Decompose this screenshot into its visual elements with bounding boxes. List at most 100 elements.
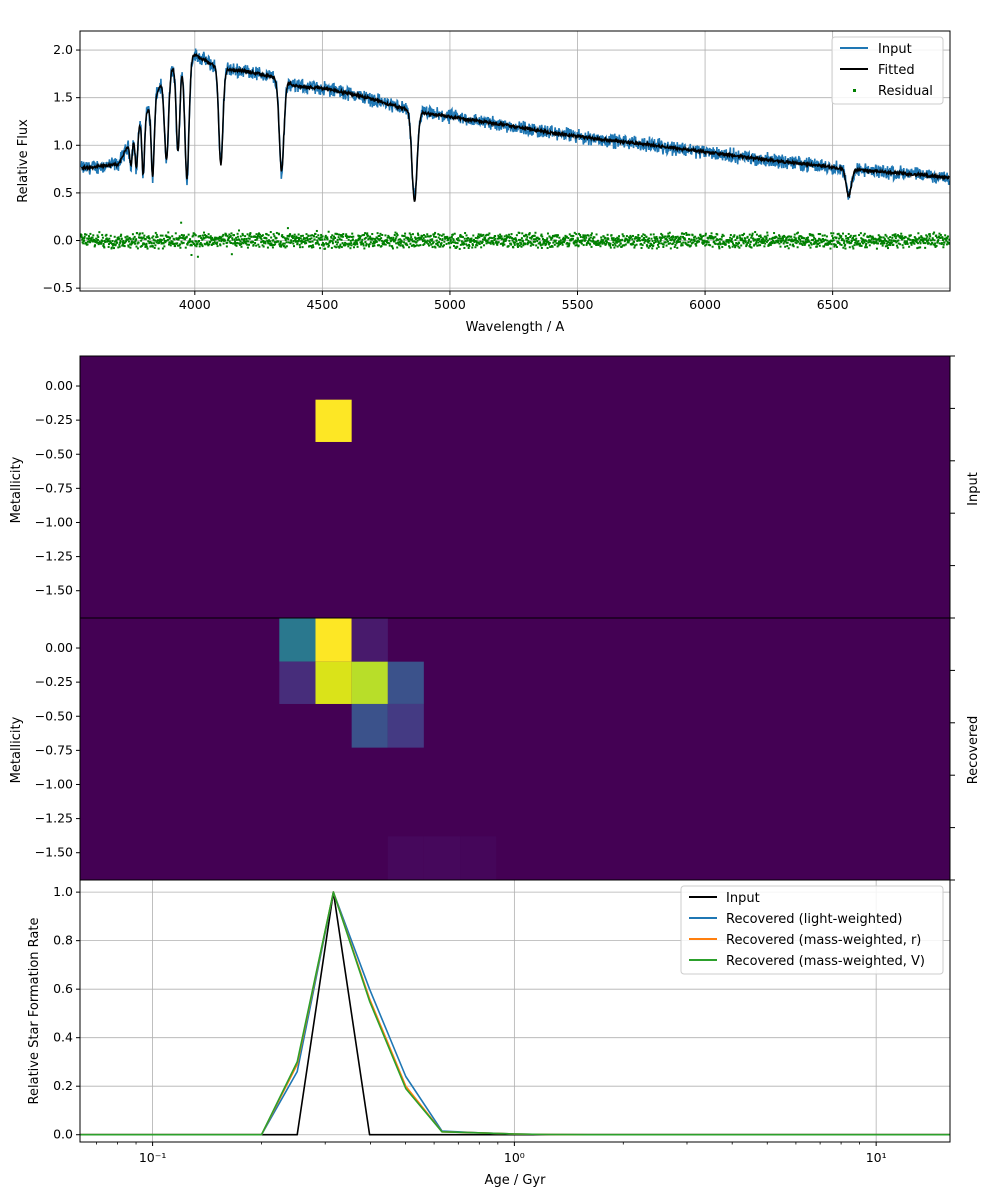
residual-point — [219, 237, 222, 240]
residual-point — [88, 240, 91, 243]
residual-point — [86, 243, 89, 246]
residual-point — [174, 245, 177, 248]
residual-point — [370, 237, 373, 240]
residual-point — [180, 240, 183, 243]
residual-point — [280, 244, 283, 247]
residual-point — [734, 246, 737, 249]
residual-point — [453, 232, 456, 235]
residual-point — [933, 239, 936, 242]
residual-point — [273, 243, 276, 246]
residual-point — [694, 242, 697, 245]
residual-point — [738, 242, 741, 245]
residual-point — [366, 234, 369, 237]
residual-point — [733, 235, 736, 238]
residual-point — [566, 242, 569, 245]
residual-point — [591, 237, 594, 240]
residual-point — [459, 243, 462, 246]
residual-point — [917, 242, 920, 245]
residual-point — [432, 241, 435, 244]
residual-point — [338, 238, 341, 241]
recovered-heatmap-cell — [351, 703, 388, 748]
residual-point — [507, 236, 510, 239]
residual-point — [234, 243, 237, 246]
residual-point — [882, 236, 885, 239]
residual-point — [482, 233, 485, 236]
residual-point — [836, 233, 839, 236]
residual-point — [136, 232, 139, 235]
residual-point — [330, 236, 333, 239]
residual-point — [297, 240, 300, 243]
residual-point — [557, 242, 560, 245]
residual-point — [111, 240, 114, 243]
residual-point — [345, 242, 348, 245]
residual-point — [423, 239, 426, 242]
residual-point — [300, 242, 303, 245]
residual-point — [791, 240, 794, 243]
residual-point — [947, 235, 950, 238]
residual-point — [705, 243, 708, 246]
residual-point — [863, 239, 866, 242]
residual-point — [194, 234, 197, 237]
residual-point — [261, 244, 264, 247]
residual-point — [398, 241, 401, 244]
residual-point — [589, 239, 592, 242]
residual-point — [852, 235, 855, 238]
residual-point — [440, 234, 443, 237]
residual-point — [607, 238, 610, 241]
residual-point — [431, 238, 434, 241]
residual-point — [215, 242, 218, 245]
residual-point — [874, 241, 877, 244]
residual-point — [458, 247, 461, 250]
residual-point — [121, 241, 124, 244]
residual-point — [87, 235, 90, 238]
residual-point — [896, 240, 899, 243]
residual-point — [484, 237, 487, 240]
residual-point — [199, 241, 202, 244]
residual-point — [124, 236, 127, 239]
residual-point — [946, 237, 949, 240]
residual-point — [580, 241, 583, 244]
residual-point — [356, 243, 359, 246]
residual-point — [836, 241, 839, 244]
residual-point — [664, 241, 667, 244]
residual-point — [706, 240, 709, 243]
input-heatmap-side-label: Input — [966, 472, 981, 506]
residual-point — [849, 234, 852, 237]
residual-point — [675, 242, 678, 245]
residual-point — [109, 234, 112, 237]
residual-point — [572, 234, 575, 237]
residual-point — [247, 237, 250, 240]
residual-point — [618, 244, 621, 247]
residual-point — [485, 242, 488, 245]
residual-point — [612, 237, 615, 240]
residual-point — [575, 233, 578, 236]
legend-label-mass-weighted-r: Recovered (mass-weighted, r) — [726, 933, 921, 948]
residual-point — [846, 236, 849, 239]
residual-point — [753, 243, 756, 246]
residual-point — [299, 240, 302, 243]
residual-point — [496, 237, 499, 240]
residual-point — [204, 234, 207, 237]
residual-point — [144, 238, 147, 241]
residual-point — [763, 235, 766, 238]
residual-point — [379, 238, 382, 241]
residual-point — [781, 237, 784, 240]
residual-point — [710, 235, 713, 238]
residual-point — [779, 237, 782, 240]
residual-point — [440, 242, 443, 245]
residual-point — [672, 242, 675, 245]
residual-point — [143, 234, 146, 237]
residual-point — [413, 240, 416, 243]
residual-point — [228, 240, 231, 243]
residual-point — [672, 236, 675, 239]
residual-point — [674, 235, 677, 238]
residual-point — [238, 238, 241, 241]
residual-point — [435, 242, 438, 245]
residual-point — [115, 239, 118, 242]
residual-point — [825, 242, 828, 245]
residual-point — [345, 233, 348, 236]
residual-point — [496, 243, 499, 246]
residual-point — [880, 236, 883, 239]
residual-point — [689, 244, 692, 247]
residual-point — [804, 238, 807, 241]
